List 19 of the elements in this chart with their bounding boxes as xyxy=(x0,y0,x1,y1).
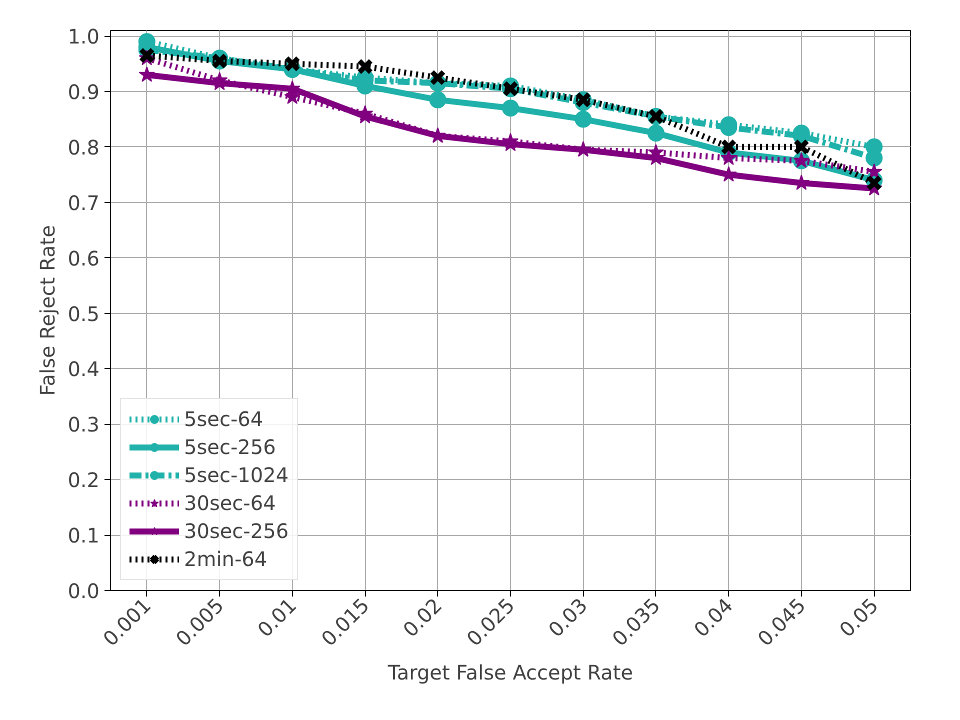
y-tick-label: 0.7 xyxy=(68,190,100,215)
y-tick-label: 0.3 xyxy=(68,412,100,437)
legend-label: 5sec-1024 xyxy=(184,463,289,487)
legend-label: 5sec-64 xyxy=(184,407,264,431)
y-tick-label: 0.1 xyxy=(68,524,100,548)
legend-label: 5sec-256 xyxy=(184,435,276,459)
y-tick-label: 0.9 xyxy=(68,80,100,104)
y-tick-label: 0.8 xyxy=(68,135,100,160)
y-tick-label: 0.0 xyxy=(68,579,100,603)
legend-label: 2min-64 xyxy=(184,547,268,571)
y-tick-label: 1.0 xyxy=(68,24,100,49)
y-tick-label: 0.6 xyxy=(68,246,100,270)
legend-label: 30sec-256 xyxy=(184,519,289,543)
legend-label: 30sec-64 xyxy=(184,491,276,515)
y-tick-label: 0.2 xyxy=(68,468,100,492)
y-tick-label: 0.5 xyxy=(68,302,100,326)
x-axis-title: Target False Accept Rate xyxy=(386,660,634,685)
y-axis-title: False Reject Rate xyxy=(36,225,60,396)
y-tick-label: 0.4 xyxy=(68,357,100,382)
